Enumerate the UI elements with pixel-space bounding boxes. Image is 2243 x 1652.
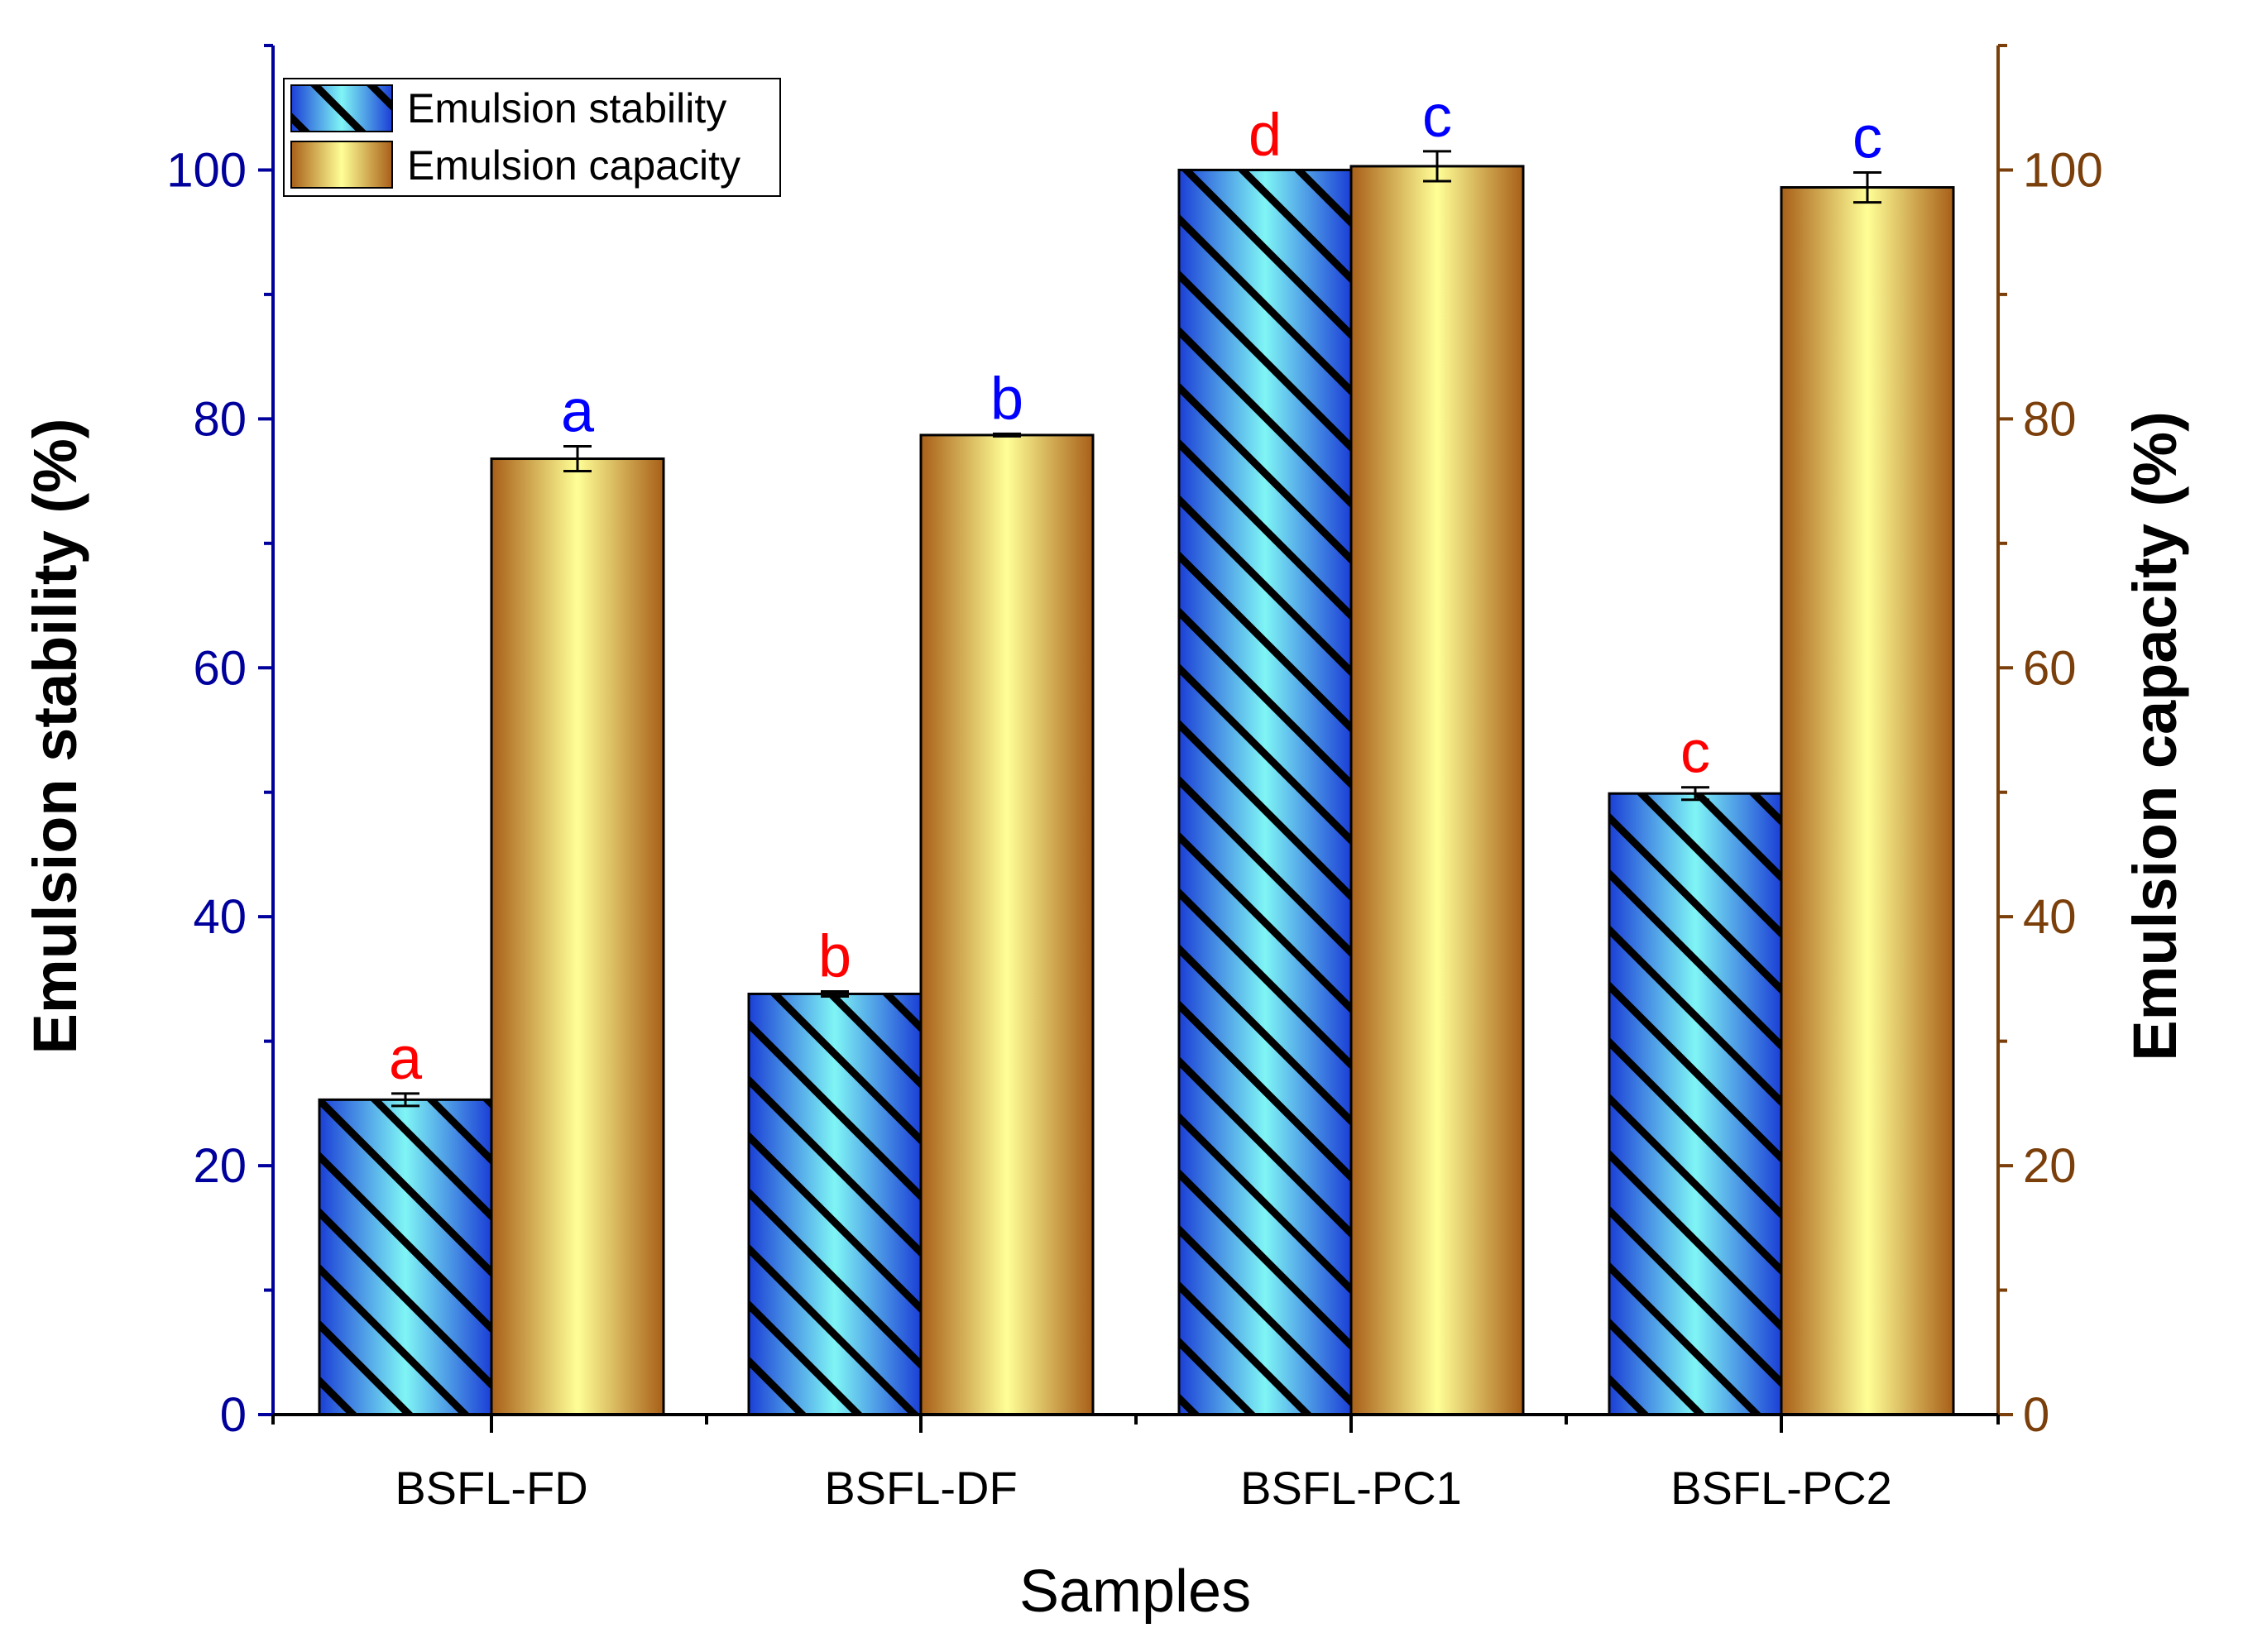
y-left-tick-label-80: 80 <box>193 392 247 446</box>
legend-label-capacity: Emulsion capacity <box>407 142 740 189</box>
legend-item-capacity: Emulsion capacity <box>290 141 740 189</box>
legend-label-stability: Emulsion stability <box>407 85 726 132</box>
significance-letter-stability-bsfl-df: b <box>818 923 851 989</box>
x-tick-label-bsfl-fd: BSFL-FD <box>395 1462 587 1514</box>
significance-letter-stability-bsfl-fd: a <box>389 1026 423 1092</box>
y-axis-left-title: Emulsion stability (%) <box>21 419 89 1055</box>
bar-capacity-bsfl-df <box>921 434 1093 1415</box>
bar-hatch-stability-bsfl-fd <box>319 1099 491 1415</box>
significance-letter-stability-bsfl-pc1: d <box>1249 102 1282 168</box>
significance-letters-layer: a a b b d c c c <box>389 84 1882 1092</box>
legend-item-stability: Emulsion stability <box>290 84 726 132</box>
significance-letter-capacity-bsfl-pc2: c <box>1852 104 1882 170</box>
bar-hatch-stability-bsfl-df <box>749 994 921 1415</box>
y-axis-right-title: Emulsion capacity (%) <box>2121 411 2189 1061</box>
error-bars-layer <box>391 150 1881 1108</box>
bar-capacity-bsfl-pc1 <box>1351 165 1523 1415</box>
significance-letter-stability-bsfl-pc2: c <box>1680 720 1710 786</box>
error-bar-capacity-bsfl-pc1 <box>1423 150 1451 183</box>
bars-layer <box>318 165 1955 1416</box>
legend-swatch-stability-hatch <box>291 85 392 132</box>
y-left-tick-label-20: 20 <box>193 1139 247 1193</box>
error-bar-capacity-bsfl-fd <box>563 444 592 473</box>
legend-swatch-capacity <box>290 141 393 189</box>
x-tick-label-bsfl-df: BSFL-DF <box>824 1462 1017 1514</box>
y-right-tick-label-20: 20 <box>2023 1139 2077 1193</box>
x-tick-label-bsfl-pc1: BSFL-PC1 <box>1240 1462 1462 1514</box>
y-left-tick-label-0: 0 <box>220 1388 247 1442</box>
y-right-tick-label-0: 0 <box>2023 1388 2049 1442</box>
y-right-tick-label-80: 80 <box>2023 392 2077 446</box>
x-axis-title: Samples <box>1019 1559 1251 1625</box>
y-left-tick-label-60: 60 <box>193 641 247 695</box>
significance-letter-capacity-bsfl-df: b <box>990 366 1023 432</box>
legend: Emulsion stability Emulsion capacity <box>283 78 781 197</box>
bar-capacity-bsfl-fd <box>491 458 664 1415</box>
y-right-tick-label-60: 60 <box>2023 641 2077 695</box>
axes-layer: BSFL-FD BSFL-DF BSFL-PC1 BSFL-PC2 0 0 20 20 40 40… <box>166 44 2103 1514</box>
x-tick-label-bsfl-pc2: BSFL-PC2 <box>1670 1462 1892 1514</box>
significance-letter-capacity-bsfl-fd: a <box>561 378 595 444</box>
error-bar-stability-bsfl-pc2 <box>1681 786 1709 802</box>
bar-hatch-stability-bsfl-pc2 <box>1609 793 1781 1415</box>
error-bar-stability-bsfl-fd <box>391 1092 419 1108</box>
error-bar-stability-bsfl-df <box>821 989 849 998</box>
y-left-tick-label-40: 40 <box>193 890 247 944</box>
bar-capacity-bsfl-pc2 <box>1781 187 1953 1415</box>
y-right-tick-label-100: 100 <box>2023 143 2103 197</box>
error-bar-capacity-bsfl-df <box>993 432 1021 438</box>
y-left-tick-label-100: 100 <box>166 143 247 197</box>
y-right-tick-label-40: 40 <box>2023 890 2077 944</box>
bar-hatch-stability-bsfl-pc1 <box>1179 170 1351 1415</box>
error-bar-capacity-bsfl-pc2 <box>1853 170 1881 204</box>
significance-letter-capacity-bsfl-pc1: c <box>1422 84 1452 150</box>
